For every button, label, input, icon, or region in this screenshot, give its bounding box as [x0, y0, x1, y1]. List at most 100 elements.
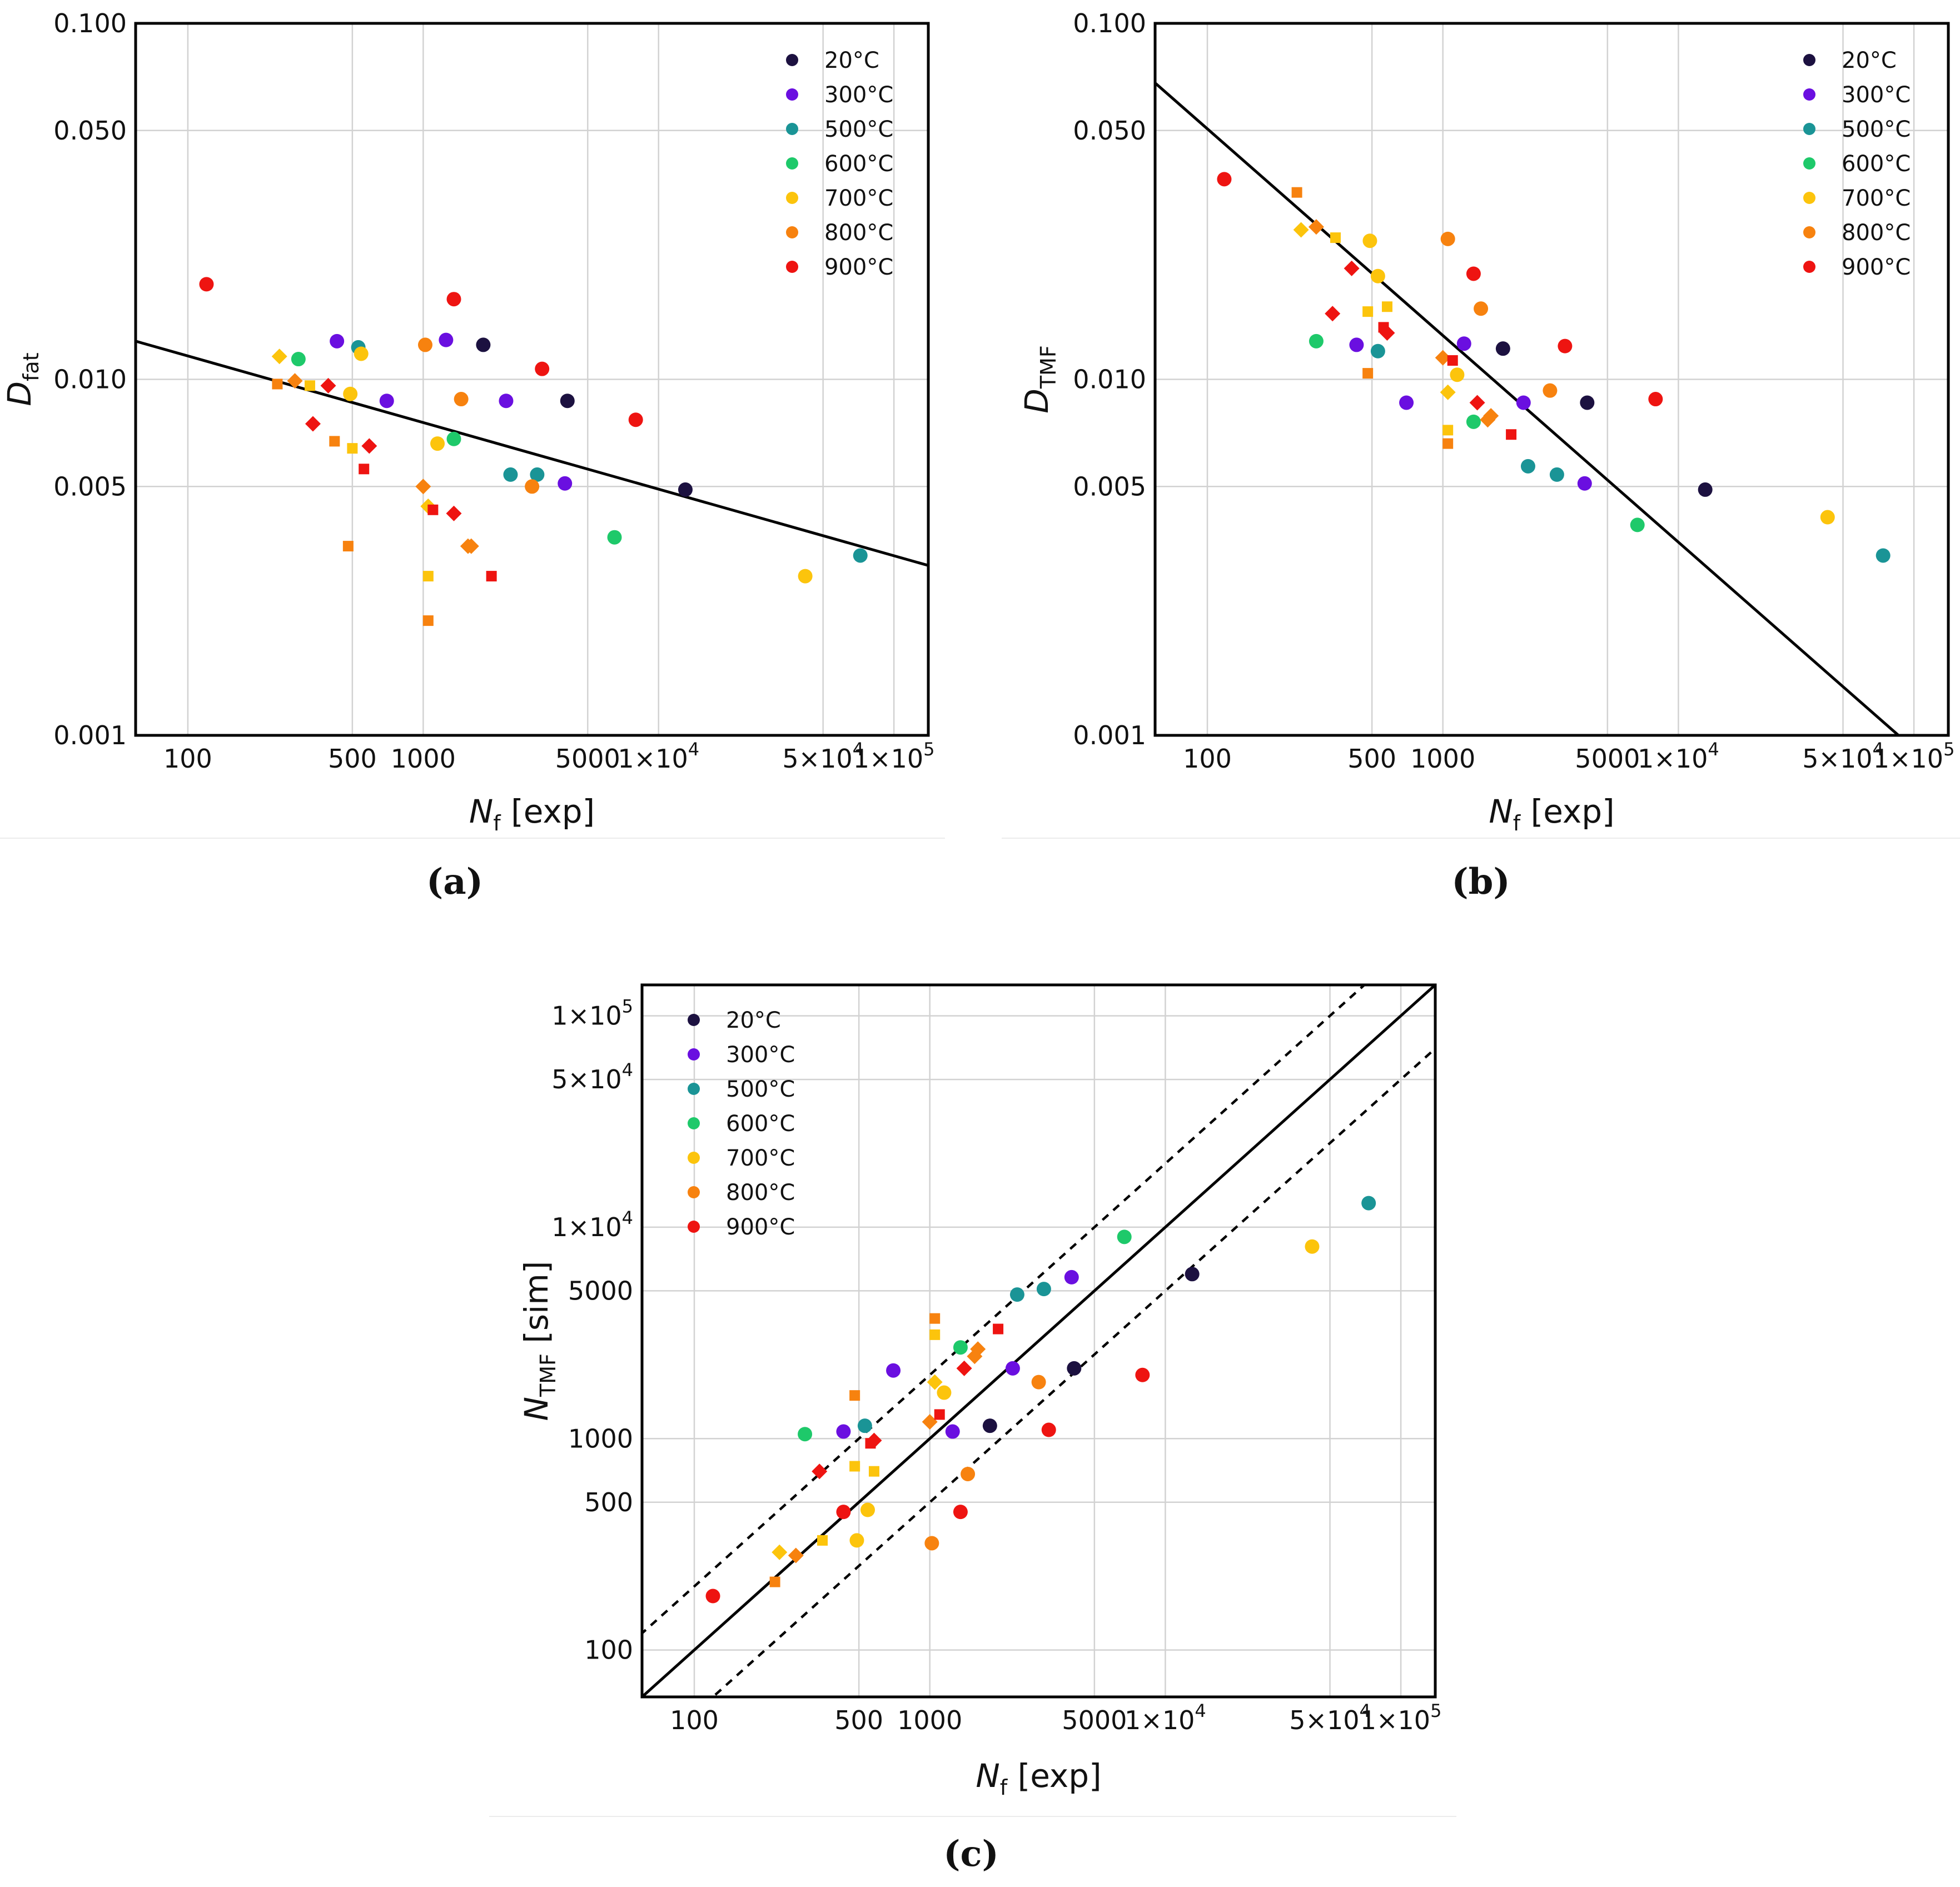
y-tick-label: 1×104: [551, 1207, 633, 1242]
legend-marker: [688, 1048, 700, 1060]
data-point-diamond: [970, 1341, 986, 1357]
panel-caption: (b): [1451, 861, 1510, 903]
data-point-circle: [1549, 467, 1564, 482]
legend-label: 800°C: [824, 220, 893, 246]
panel-caption: (c): [943, 1833, 999, 1875]
tick-exponent: 4: [688, 739, 699, 760]
tick-exponent: 4: [853, 739, 864, 760]
y-axis-label-main: D: [1018, 389, 1056, 414]
data-point-circle: [945, 1424, 960, 1439]
y-tick-label: 0.010: [1073, 365, 1146, 395]
data-point-circle: [503, 467, 518, 482]
y-tick-label: 0.005: [53, 471, 127, 501]
data-point-circle: [1117, 1229, 1132, 1244]
data-point-circle: [379, 394, 394, 409]
x-axis-label-subscript: f: [1000, 1775, 1008, 1800]
data-point-diamond: [812, 1463, 828, 1480]
legend-marker: [786, 123, 798, 135]
y-tick-label: 0.010: [53, 365, 127, 395]
tick-exponent: 5: [1943, 739, 1954, 760]
legend-label: 600°C: [726, 1111, 795, 1137]
tick-mantissa: 1×10: [551, 1212, 621, 1242]
plot-frame: [640, 983, 1437, 1699]
tick-exponent: 4: [1873, 739, 1884, 760]
data-point-circle: [937, 1385, 952, 1400]
data-point-diamond: [1469, 395, 1485, 411]
data-point-circle: [1185, 1267, 1200, 1282]
legend-label: 700°C: [726, 1146, 795, 1171]
y-tick-label: 0.005: [1073, 471, 1146, 501]
data-point-square: [1362, 368, 1374, 379]
tick-mantissa: 1×10: [551, 1001, 621, 1031]
x-tick-label: 100: [1183, 744, 1232, 774]
data-point-circle: [1648, 392, 1663, 407]
legend-label: 20°C: [726, 1008, 781, 1033]
y-tick-label: 5000: [568, 1276, 633, 1306]
tick-mantissa: 5×10: [1802, 744, 1872, 774]
x-tick-label: 1×104: [618, 739, 699, 774]
y-tick-label: 0.100: [53, 8, 127, 38]
data-point-diamond: [361, 438, 377, 454]
fit-line: [136, 340, 928, 567]
data-point-circle: [199, 277, 214, 292]
legend-marker: [1803, 123, 1815, 135]
data-point-circle: [525, 479, 540, 494]
x-tick-label: 500: [834, 1705, 883, 1735]
y-tick-label: 0.001: [53, 720, 127, 750]
legend-label: 700°C: [1842, 186, 1911, 211]
data-point-circle: [1440, 231, 1455, 246]
legend-marker: [688, 1083, 700, 1095]
legend-marker: [1803, 261, 1815, 273]
data-point-square: [1291, 187, 1302, 198]
reference-lines: [642, 985, 1435, 1697]
x-tick-label: 5000: [1575, 744, 1640, 774]
data-point-circle: [560, 394, 575, 409]
tick-mantissa: 1×10: [618, 744, 688, 774]
y-axis-label-subscript: fat: [19, 352, 43, 381]
x-tick-label: 1×105: [1360, 1700, 1442, 1735]
data-point-circle: [1466, 414, 1481, 429]
data-point-circle: [1630, 517, 1645, 532]
x-axis-label: Nf [exp]: [1489, 793, 1614, 835]
x-tick-label: 100: [163, 744, 212, 774]
data-point-circle: [953, 1340, 968, 1355]
data-point-diamond: [788, 1547, 804, 1564]
tick-mantissa: 1×10: [1873, 744, 1943, 774]
legend-marker: [1803, 54, 1815, 66]
data-point-diamond: [271, 348, 287, 365]
data-point-diamond: [1308, 219, 1324, 235]
data-point-square: [849, 1390, 860, 1401]
tick-mantissa: 5×10: [1289, 1705, 1359, 1735]
reference-lines: [1155, 82, 1899, 735]
data-points: [705, 1196, 1376, 1604]
data-point-circle: [1558, 338, 1573, 353]
fit-line: [1155, 82, 1899, 735]
tick-exponent: 4: [1360, 1700, 1371, 1721]
tick-mantissa: 1×10: [1638, 744, 1708, 774]
tick-mantissa: 5×10: [551, 1064, 621, 1094]
tick-exponent: 4: [1195, 1700, 1206, 1721]
legend: 20°C 300°C 500°C 600°C 700°C 800°C 900°C: [786, 48, 893, 280]
data-point-square: [359, 464, 370, 475]
data-point-square: [329, 436, 340, 447]
data-point-square: [427, 504, 439, 515]
data-point-circle: [961, 1466, 976, 1481]
y-tick-label: 0.050: [53, 116, 127, 146]
data-point-circle: [1820, 510, 1835, 525]
data-point-circle: [1009, 1287, 1024, 1302]
data-point-diamond: [1483, 408, 1499, 424]
legend-marker: [688, 1152, 700, 1164]
data-point-circle: [499, 394, 514, 409]
x-axis-label-main: N: [469, 793, 493, 830]
legend-label: 600°C: [824, 151, 893, 177]
x-axis-label-unit: [exp]: [1007, 1757, 1102, 1795]
x-tick-label: 1×105: [853, 739, 935, 774]
legend-label: 300°C: [726, 1042, 795, 1068]
y-tick-label: 0.100: [1073, 8, 1146, 38]
data-point-diamond: [463, 538, 479, 554]
data-point-circle: [607, 530, 622, 545]
legend-label: 700°C: [824, 186, 893, 211]
y-axis-label: DTMF: [1018, 345, 1061, 414]
